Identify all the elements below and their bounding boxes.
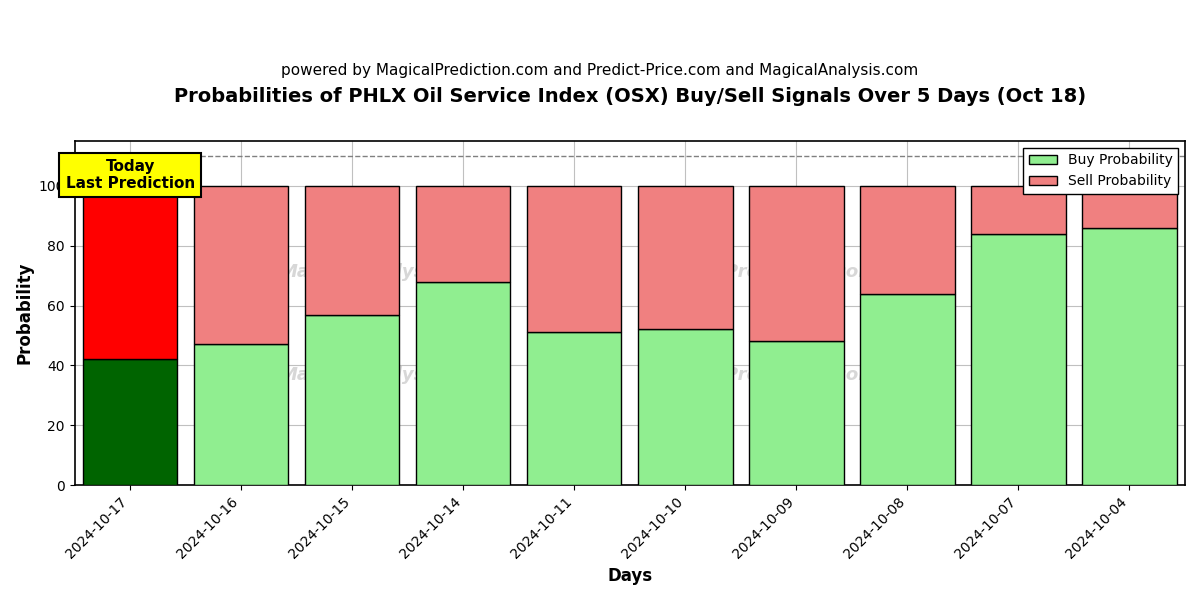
Bar xyxy=(194,344,288,485)
Bar xyxy=(749,341,844,485)
Text: MagicalPrediction.com: MagicalPrediction.com xyxy=(648,263,878,281)
Text: powered by MagicalPrediction.com and Predict-Price.com and MagicalAnalysis.com: powered by MagicalPrediction.com and Pre… xyxy=(281,63,919,78)
X-axis label: Days: Days xyxy=(607,567,653,585)
Title: Probabilities of PHLX Oil Service Index (OSX) Buy/Sell Signals Over 5 Days (Oct : Probabilities of PHLX Oil Service Index … xyxy=(174,87,1086,106)
Legend: Buy Probability, Sell Probability: Buy Probability, Sell Probability xyxy=(1024,148,1178,194)
Y-axis label: Probability: Probability xyxy=(16,262,34,364)
Bar xyxy=(416,281,510,485)
Bar xyxy=(1082,186,1177,228)
Bar xyxy=(1082,228,1177,485)
Bar xyxy=(527,332,622,485)
Text: MagicalAnalysis.com: MagicalAnalysis.com xyxy=(280,366,491,384)
Text: MagicalPrediction.com: MagicalPrediction.com xyxy=(648,366,878,384)
Bar xyxy=(638,329,732,485)
Text: Today
Last Prediction: Today Last Prediction xyxy=(66,159,194,191)
Bar xyxy=(638,186,732,329)
Bar xyxy=(83,186,178,359)
Bar xyxy=(83,359,178,485)
Bar xyxy=(305,314,400,485)
Bar xyxy=(971,233,1066,485)
Text: MagicalAnalysis.com: MagicalAnalysis.com xyxy=(280,263,491,281)
Bar xyxy=(860,186,955,293)
Bar xyxy=(416,186,510,281)
Bar xyxy=(305,186,400,314)
Bar xyxy=(971,186,1066,233)
Bar xyxy=(860,293,955,485)
Bar xyxy=(749,186,844,341)
Bar xyxy=(194,186,288,344)
Bar xyxy=(527,186,622,332)
